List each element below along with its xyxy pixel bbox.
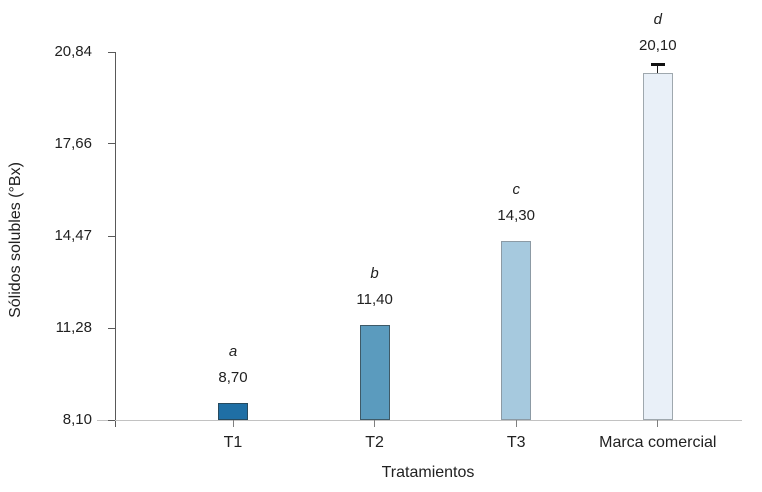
y-tick-label: 17,66	[54, 134, 92, 152]
bar-t3	[501, 240, 532, 420]
significance-letter: d	[653, 10, 662, 28]
bar-value-label: 14,30	[497, 206, 535, 224]
x-tick	[657, 420, 659, 427]
y-tick-label: 8,10	[62, 411, 92, 428]
y-tick-label: 14,47	[54, 227, 92, 244]
significance-letter: a	[228, 342, 238, 360]
y-tick-label: 20,84	[54, 43, 92, 60]
y-tick	[108, 327, 115, 329]
x-category-label: T1	[223, 434, 243, 451]
x-axis-line	[97, 420, 742, 421]
bar-value-label: 20,10	[639, 36, 677, 54]
y-tick	[108, 143, 115, 145]
x-category-label: Marca comercial	[599, 434, 717, 451]
x-category-label: T3	[506, 434, 526, 451]
significance-letter: c	[512, 180, 520, 198]
y-tick	[108, 235, 115, 237]
error-bar-cap	[650, 63, 665, 67]
y-tick	[108, 419, 115, 421]
x-axis-title: Tratamientos	[381, 464, 475, 481]
bar-marca-comercial	[642, 73, 673, 420]
y-axis-line	[115, 52, 116, 427]
bar-value-label: 11,40	[356, 290, 393, 308]
x-tick	[374, 420, 376, 427]
significance-letter: b	[370, 264, 379, 282]
bar-value-label: 8,70	[218, 368, 248, 386]
error-bar-stem	[657, 64, 659, 74]
x-tick	[232, 420, 234, 427]
x-category-label: T2	[365, 434, 384, 451]
x-tick	[515, 420, 517, 427]
y-tick-label: 11,28	[55, 319, 92, 337]
y-tick	[108, 51, 115, 53]
bar-t1	[218, 402, 248, 420]
bar-t2	[359, 324, 390, 420]
